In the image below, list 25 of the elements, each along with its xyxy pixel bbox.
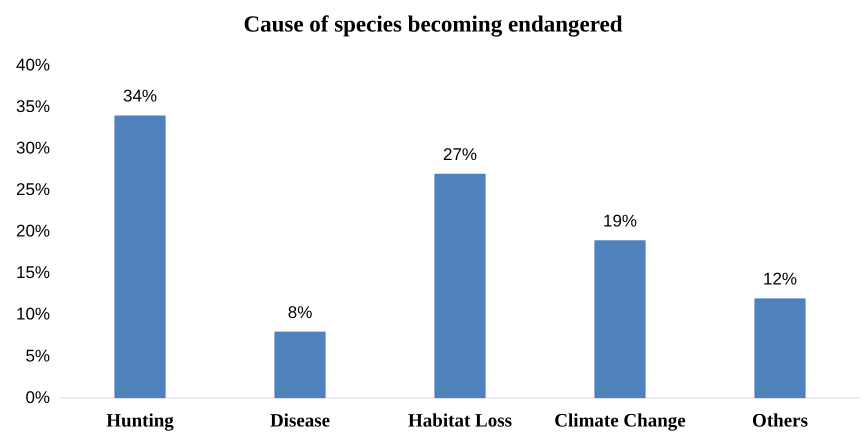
y-tick-label: 10% [16, 304, 50, 324]
bar [114, 115, 166, 398]
x-tick-label: Disease [270, 410, 330, 432]
data-label: 27% [442, 144, 478, 164]
y-tick-label: 0% [25, 388, 50, 407]
y-tick-label: 20% [16, 222, 50, 241]
chart-title: Cause of species becoming endangered [243, 12, 623, 38]
x-tick-label: Climate Change [554, 410, 686, 432]
y-tick-label: 35% [16, 96, 50, 116]
data-label: 34% [123, 86, 158, 106]
bar [754, 298, 806, 398]
bar [274, 332, 326, 398]
x-tick-label: Hunting [106, 410, 174, 432]
x-tick-label: Others [752, 410, 808, 432]
bar [434, 174, 486, 398]
data-label: 19% [602, 211, 638, 230]
bar [594, 240, 646, 398]
y-tick-label: 40% [16, 55, 50, 74]
data-label: 12% [762, 270, 798, 289]
y-tick-label: 5% [25, 346, 50, 366]
y-tick-label: 25% [16, 180, 50, 200]
data-label: 8% [288, 302, 312, 322]
x-tick-label: Habitat Loss [408, 410, 512, 432]
y-tick-label: 15% [16, 263, 50, 282]
y-tick-label: 30% [16, 138, 50, 158]
